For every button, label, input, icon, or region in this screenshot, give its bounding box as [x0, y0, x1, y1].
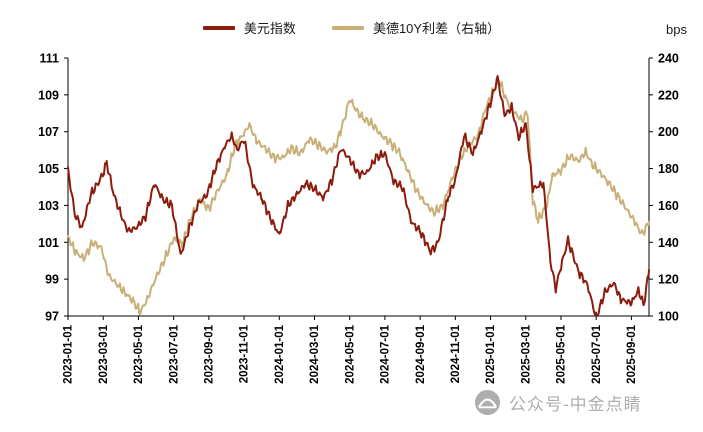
right-axis-tick-label: 100 — [658, 310, 679, 324]
left-axis-tick-label: 111 — [40, 52, 60, 66]
right-axis-tick-label: 140 — [658, 236, 679, 250]
left-axis-tick-label: 109 — [38, 88, 59, 102]
left-axis-tick-label: 99 — [45, 273, 59, 287]
usd-index-line — [67, 75, 650, 317]
right-axis-tick-label: 240 — [658, 52, 679, 66]
x-axis-tick-label: 2024-09-01 — [415, 324, 427, 383]
right-axis-tick-label: 160 — [658, 199, 679, 213]
x-axis-tick-label: 2025-01-01 — [485, 324, 497, 383]
left-axis-tick-label: 103 — [38, 199, 59, 213]
us-de-10y-spread-line — [67, 79, 650, 316]
x-axis-tick-label: 2023-11-01 — [239, 324, 251, 383]
left-axis-tick-label: 101 — [38, 236, 59, 250]
x-axis-tick-label: 2023-07-01 — [168, 324, 180, 383]
x-axis-tick-label: 2023-09-01 — [204, 324, 216, 383]
x-axis-tick-label: 2024-03-01 — [309, 324, 321, 383]
right-axis-tick-label: 180 — [658, 162, 679, 176]
x-axis-tick-label: 2025-07-01 — [591, 324, 603, 383]
x-axis-tick-label: 2023-01-01 — [63, 324, 75, 383]
x-axis-tick-label: 2024-05-01 — [344, 324, 356, 383]
x-axis-tick-label: 2024-07-01 — [380, 324, 392, 383]
left-axis-tick-label: 107 — [38, 125, 59, 139]
left-axis-tick-label: 97 — [45, 310, 59, 324]
x-axis-tick-label: 2024-01-01 — [274, 324, 286, 383]
x-axis-tick-label: 2025-09-01 — [626, 324, 638, 383]
x-axis-tick-label: 2025-05-01 — [556, 324, 568, 383]
right-axis-tick-label: 200 — [658, 125, 679, 139]
left-axis-tick-label: 105 — [38, 162, 59, 176]
x-axis-tick-label: 2023-05-01 — [133, 324, 145, 383]
right-axis-unit-label: bps — [666, 22, 687, 37]
x-axis-tick-label: 2024-11-01 — [450, 324, 462, 383]
right-axis-tick-label: 220 — [658, 88, 679, 102]
x-axis-tick-label: 2023-03-01 — [98, 324, 110, 383]
x-axis-tick-label: 2025-03-01 — [520, 324, 532, 383]
right-axis-tick-label: 120 — [658, 273, 679, 287]
